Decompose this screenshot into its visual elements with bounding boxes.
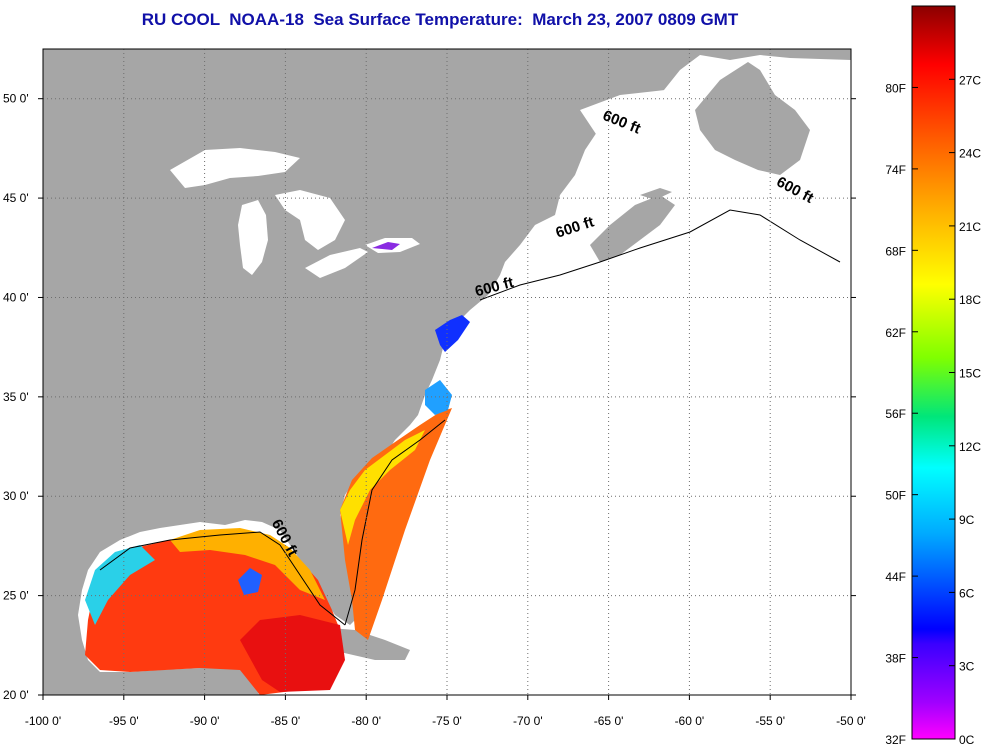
lon-tick-label: -85 0' (271, 714, 301, 728)
lon-tick-label: -50 0' (836, 714, 866, 728)
sst-atlantic-swath (340, 408, 452, 640)
lat-tick-label: 50 0' (3, 92, 29, 106)
map-title: RU COOL NOAA-18 Sea Surface Temperature:… (141, 10, 739, 29)
sst-lake-ontario-cold (372, 242, 400, 250)
lon-tick-label: -65 0' (594, 714, 624, 728)
lon-tick-label: -95 0' (109, 714, 139, 728)
lon-tick-label: -80 0' (351, 714, 381, 728)
lake-huron (275, 190, 345, 250)
lake-michigan (238, 200, 268, 275)
lat-tick-label: 25 0' (3, 589, 29, 603)
nova-scotia-land (590, 195, 675, 262)
sst-chesapeake (435, 315, 470, 352)
isobath-600ft-gulf (99, 531, 346, 626)
lat-tick-label: 40 0' (3, 290, 29, 304)
sst-gulf-coastal-cool (170, 528, 325, 600)
longitude-axis: -100 0' -95 0' -90 0' -85 0' -80 0' -75 0' -70… (25, 695, 866, 728)
lat-tick-label: 30 0' (3, 489, 29, 503)
newfoundland-land (695, 62, 810, 175)
lon-tick-label: -55 0' (755, 714, 785, 728)
lon-tick-label: -70 0' (513, 714, 543, 728)
graticule (43, 49, 851, 695)
isobath-600ft-atlantic (344, 419, 446, 626)
lon-tick-label: -60 0' (675, 714, 705, 728)
sst-loop-eddy (238, 568, 262, 595)
sst-atlantic-shelf (340, 430, 425, 545)
pei-land (640, 188, 672, 200)
sst-cape-hatteras-cool (425, 380, 452, 415)
lake-superior (170, 148, 300, 188)
isobath-600ft-north (479, 209, 841, 301)
lon-tick-label: -100 0' (25, 714, 61, 728)
lat-tick-label: 20 0' (3, 688, 29, 702)
latitude-axis: 20 0' 25 0' 30 0' 35 0' 40 0' 45 0' 50 0' (3, 92, 856, 702)
sst-gulf-west-shelf (85, 545, 155, 625)
lon-tick-label: -75 0' (432, 714, 462, 728)
gulf-st-lawrence (560, 90, 695, 220)
lat-tick-label: 35 0' (3, 390, 29, 404)
lat-tick-label: 45 0' (3, 191, 29, 205)
sst-gulf-warm-core (240, 615, 345, 692)
lon-tick-label: -90 0' (190, 714, 220, 728)
lake-erie (305, 248, 368, 278)
